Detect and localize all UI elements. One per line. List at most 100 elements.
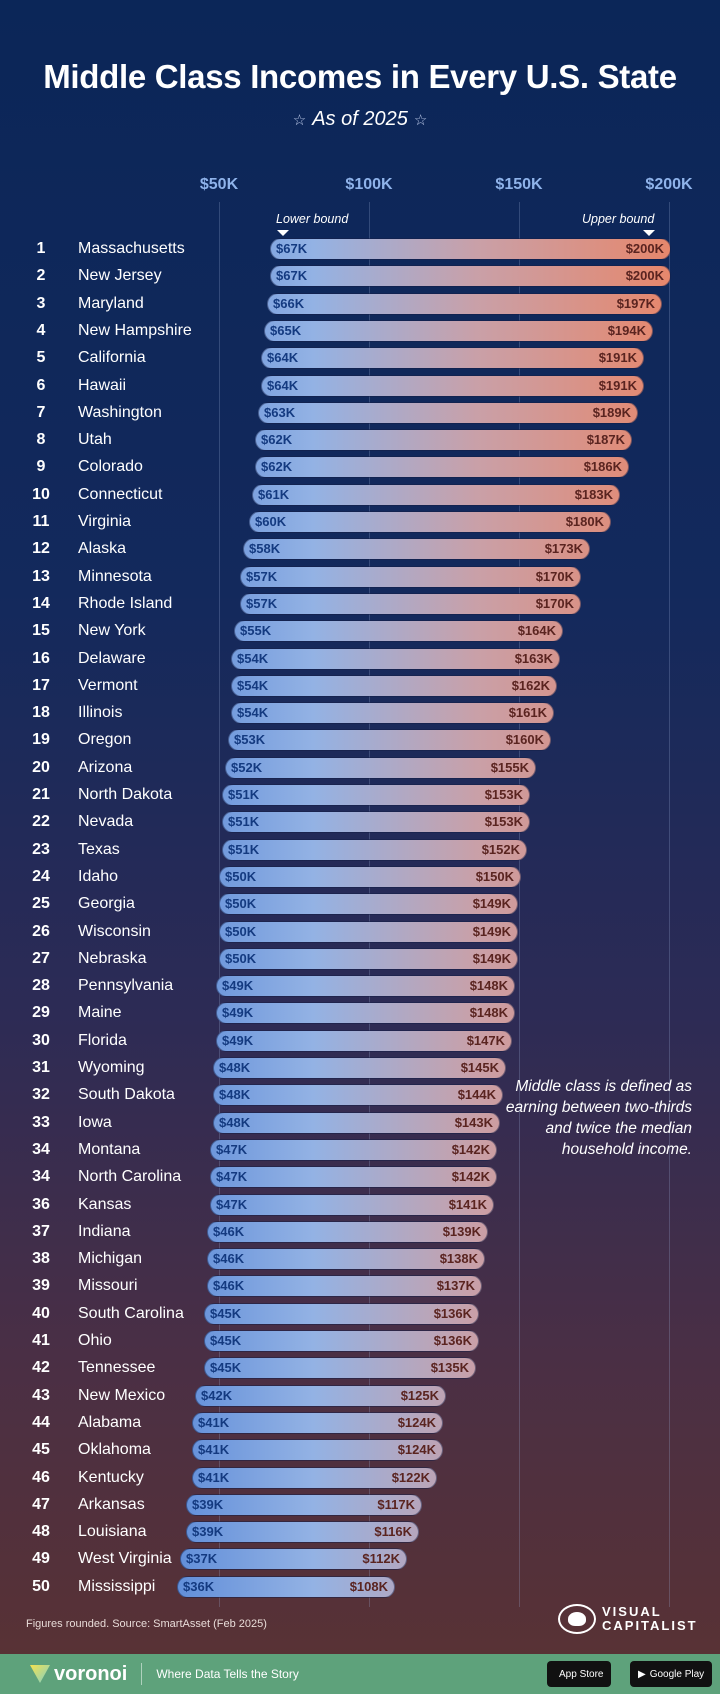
upper-bound-value: $122K [391, 1469, 430, 1485]
range-bar: $60K $180K [249, 511, 611, 533]
range-bar: $49K $148K [216, 1002, 515, 1025]
state-row: 21 North Dakota $51K $153K [0, 783, 720, 807]
state-row: 27 Nebraska $50K $149K [0, 947, 720, 971]
range-bar: $46K $137K [207, 1275, 482, 1298]
state-row: 18 Illinois $54K $161K [0, 701, 720, 725]
play-icon: ▶ [638, 1668, 646, 1680]
state-row: 19 Oregon $53K $160K [0, 728, 720, 752]
state-name: Wisconsin [78, 922, 151, 940]
state-name: Montana [78, 1140, 141, 1158]
rank: 47 [32, 1495, 50, 1513]
upper-bound-value: $136K [433, 1305, 472, 1321]
state-row: 20 Arizona $52K $155K [0, 756, 720, 780]
state-name: Wyoming [78, 1059, 145, 1076]
rank: 32 [32, 1086, 50, 1104]
lower-bound-value: $63K [264, 404, 296, 420]
upper-bound-value: $200K [625, 241, 664, 256]
lower-bound-value: $54K [237, 705, 269, 721]
state-name: Arkansas [78, 1495, 145, 1513]
state-name: Michigan [78, 1250, 143, 1268]
state-row: 32 South Dakota $48K $144K [0, 1083, 720, 1107]
state-row: 46 Kentucky $41K $122K [0, 1466, 720, 1490]
voronoi-logo[interactable]: voronoi [30, 1663, 127, 1686]
range-bar: $50K $149K [219, 893, 518, 916]
range-bar: $63K $189K [258, 401, 638, 424]
rank: 12 [32, 540, 50, 558]
state-row: 24 Idaho $50K $150K [0, 865, 720, 889]
rank: 27 [32, 949, 50, 967]
range-bar: $48K $143K [213, 1111, 500, 1134]
upper-bound-value: $145K [460, 1060, 499, 1075]
upper-bound-value: $155K [490, 759, 529, 775]
rank: 45 [32, 1441, 50, 1459]
lower-bound-value: $50K [225, 896, 257, 912]
state-row: 44 Alabama $41K $124K [0, 1411, 720, 1435]
lower-bound-value: $37K [186, 1551, 218, 1567]
upper-bound-value: $136K [433, 1333, 472, 1348]
state-name: Maine [78, 1004, 122, 1022]
upper-bound-value: $149K [472, 950, 511, 966]
range-bar: $54K $163K [231, 647, 560, 670]
range-bar: $64K $191K [261, 374, 644, 397]
range-bar: $48K $145K [213, 1057, 506, 1079]
range-bar: $41K $124K [192, 1411, 443, 1434]
upper-bound-value: $153K [484, 814, 523, 830]
state-row: 31 Wyoming $48K $145K [0, 1056, 720, 1080]
state-name: Rhode Island [78, 594, 173, 612]
rank: 14 [32, 594, 50, 612]
upper-bound-value: $138K [439, 1251, 478, 1267]
upper-bound-value: $117K [377, 1496, 415, 1512]
state-name: Florida [78, 1031, 127, 1049]
upper-bound-value: $142K [451, 1141, 490, 1157]
range-bar: $45K $136K [204, 1302, 479, 1325]
app-store-button[interactable]: App Store [547, 1661, 612, 1687]
range-bar: $50K $150K [219, 865, 521, 888]
lower-bound-value: $48K [219, 1087, 251, 1103]
rank: 23 [32, 840, 50, 858]
range-bar: $52K $155K [225, 756, 536, 779]
state-name: Indiana [78, 1222, 131, 1240]
lower-bound-value: $51K [228, 787, 260, 802]
upper-bound-value: $139K [442, 1223, 481, 1239]
rank: 15 [32, 622, 50, 640]
upper-bound-value: $112K [362, 1551, 400, 1567]
rank: 26 [32, 922, 50, 940]
state-row: 22 Nevada $51K $153K [0, 810, 720, 834]
rank: 34 [32, 1140, 50, 1158]
range-bar: $54K $162K [231, 674, 557, 697]
lower-bound-value: $48K [219, 1114, 251, 1130]
state-row: 47 Arkansas $39K $117K [0, 1493, 720, 1517]
lower-bound-value: $41K [198, 1442, 230, 1458]
google-play-button[interactable]: ▶ Google Play [630, 1661, 713, 1687]
lower-bound-value: $62K [261, 459, 293, 475]
state-name: Mississippi [78, 1577, 156, 1595]
rank: 33 [32, 1113, 50, 1131]
gridline [519, 202, 520, 1607]
lower-bound-value: $46K [213, 1251, 245, 1267]
state-name: Minnesota [78, 567, 152, 585]
upper-bound-value: $153K [484, 787, 523, 802]
range-bar: $47K $142K [210, 1166, 497, 1189]
upper-bound-value: $186K [583, 459, 622, 475]
rank: 28 [32, 977, 50, 995]
voronoi-logo-icon [30, 1665, 50, 1683]
range-bar: $41K $122K [192, 1466, 437, 1489]
upper-bound-value: $191K [598, 350, 637, 366]
state-row: 6 Hawaii $64K $191K [0, 374, 720, 398]
lower-bound-value: $58K [249, 541, 281, 557]
definition-note: Middle class is defined as earning betwe… [505, 1078, 692, 1158]
tagline: Where Data Tells the Story [156, 1667, 299, 1681]
range-bar: $46K $139K [207, 1220, 488, 1243]
state-name: Alaska [78, 540, 127, 558]
range-bar: $57K $170K [240, 565, 581, 588]
state-row: 2 New Jersey $67K $200K [0, 264, 720, 288]
chart-title: Middle Class Incomes in Every U.S. State [43, 58, 677, 95]
lower-bound-value: $42K [201, 1387, 233, 1403]
google-play-label: Google Play [649, 1668, 705, 1680]
state-name: Georgia [78, 895, 135, 913]
state-name: Kentucky [78, 1468, 144, 1486]
state-row: 10 Connecticut $61K $183K [0, 483, 720, 507]
range-bar: $45K $135K [204, 1357, 476, 1380]
state-name: Colorado [78, 458, 143, 476]
